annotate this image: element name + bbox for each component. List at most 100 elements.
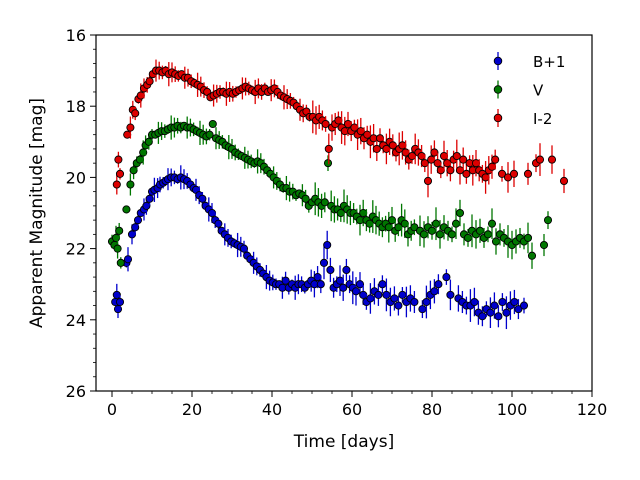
data-point: [509, 169, 519, 178]
data-point: [339, 283, 348, 292]
data-point: [126, 180, 135, 189]
series-V: [107, 115, 553, 269]
data-point: [382, 290, 391, 299]
data-point: [483, 230, 493, 239]
x-tick-label: 100: [497, 400, 528, 419]
data-point: [543, 216, 553, 225]
data-point: [498, 297, 507, 307]
data-point: [326, 265, 335, 275]
legend-label: I-2: [533, 110, 552, 128]
y-tick-label: 16: [66, 26, 86, 45]
y-tick-label: 20: [66, 168, 86, 187]
data-point: [372, 144, 381, 153]
legend-marker: [493, 113, 503, 123]
data-point: [133, 216, 143, 225]
data-point: [433, 159, 442, 168]
data-point: [129, 166, 138, 175]
data-point: [136, 91, 145, 100]
data-point: [123, 255, 133, 264]
data-point: [410, 223, 419, 232]
series-I-2: [112, 59, 569, 198]
data-point: [281, 276, 290, 285]
data-point: [491, 155, 500, 164]
data-point: [122, 205, 131, 214]
x-tick-label: 0: [107, 400, 117, 419]
legend-label: V: [533, 82, 544, 100]
data-point: [214, 219, 223, 228]
data-point: [490, 301, 499, 310]
data-point: [198, 194, 207, 203]
data-point: [446, 290, 455, 299]
y-tick-label: 24: [66, 311, 86, 330]
data-point: [487, 219, 497, 228]
legend-marker: [493, 56, 503, 66]
data-point: [423, 176, 433, 186]
data-point: [374, 290, 383, 299]
data-point: [398, 290, 407, 299]
data-point: [491, 237, 501, 246]
data-point: [324, 144, 333, 153]
data-point: [111, 233, 121, 242]
data-point: [126, 123, 135, 132]
data-point: [394, 301, 403, 310]
data-point: [486, 308, 495, 317]
data-point: [239, 244, 249, 253]
legend-label: B+1: [533, 53, 565, 71]
data-point: [459, 155, 468, 164]
data-point: [145, 194, 154, 203]
plot-frame: [95, 34, 593, 392]
data-point: [390, 294, 399, 303]
data-point: [481, 173, 490, 182]
data-point: [519, 301, 529, 310]
x-tick-label: 120: [577, 400, 608, 419]
data-point: [523, 233, 533, 242]
data-point: [342, 265, 351, 275]
axes-layer: 0 20 40 60 80 100 120 16 18 20 22 24 26: [66, 26, 608, 419]
data-point: [419, 230, 429, 239]
y-axis-label: Apparent Magnitude [mag]: [27, 98, 47, 328]
y-tick-label: 22: [66, 240, 86, 259]
data-point: [523, 169, 533, 178]
data-point: [471, 159, 481, 168]
data-point: [502, 308, 511, 317]
data-point: [442, 273, 451, 282]
data-point: [539, 240, 549, 250]
data-point: [400, 219, 409, 228]
data-point: [387, 216, 397, 225]
x-tick-label: 80: [422, 400, 442, 419]
data-point: [514, 305, 523, 314]
data-point: [313, 273, 322, 282]
data-point: [321, 119, 330, 129]
data-point: [430, 148, 439, 157]
data-point: [487, 162, 497, 171]
data-point: [351, 287, 361, 296]
data-point: [112, 180, 121, 189]
data-point: [131, 109, 140, 118]
data-point: [323, 240, 332, 250]
data-point: [115, 226, 124, 235]
data-point: [335, 276, 345, 285]
data-point: [446, 166, 455, 175]
data-point: [470, 297, 479, 307]
data-point: [497, 169, 507, 178]
data-point: [410, 297, 419, 307]
data-point: [494, 312, 503, 321]
x-axis-label: Time [days]: [293, 432, 394, 452]
data-point: [301, 194, 310, 203]
data-point: [316, 280, 325, 289]
data-point: [418, 305, 427, 314]
data-point: [435, 230, 445, 239]
data-point: [131, 223, 140, 232]
data-point: [135, 155, 145, 164]
data-point: [439, 151, 449, 161]
x-tick-label: 60: [342, 400, 362, 419]
data-point: [113, 244, 122, 253]
series-B+1: [111, 165, 529, 330]
data-point: [527, 251, 537, 260]
x-tick-label: 40: [262, 400, 282, 419]
data-point: [503, 173, 513, 182]
x-tick-label: 20: [182, 400, 202, 419]
data-point: [112, 290, 121, 299]
data-point: [463, 233, 473, 242]
y-tick-label: 26: [66, 382, 86, 401]
